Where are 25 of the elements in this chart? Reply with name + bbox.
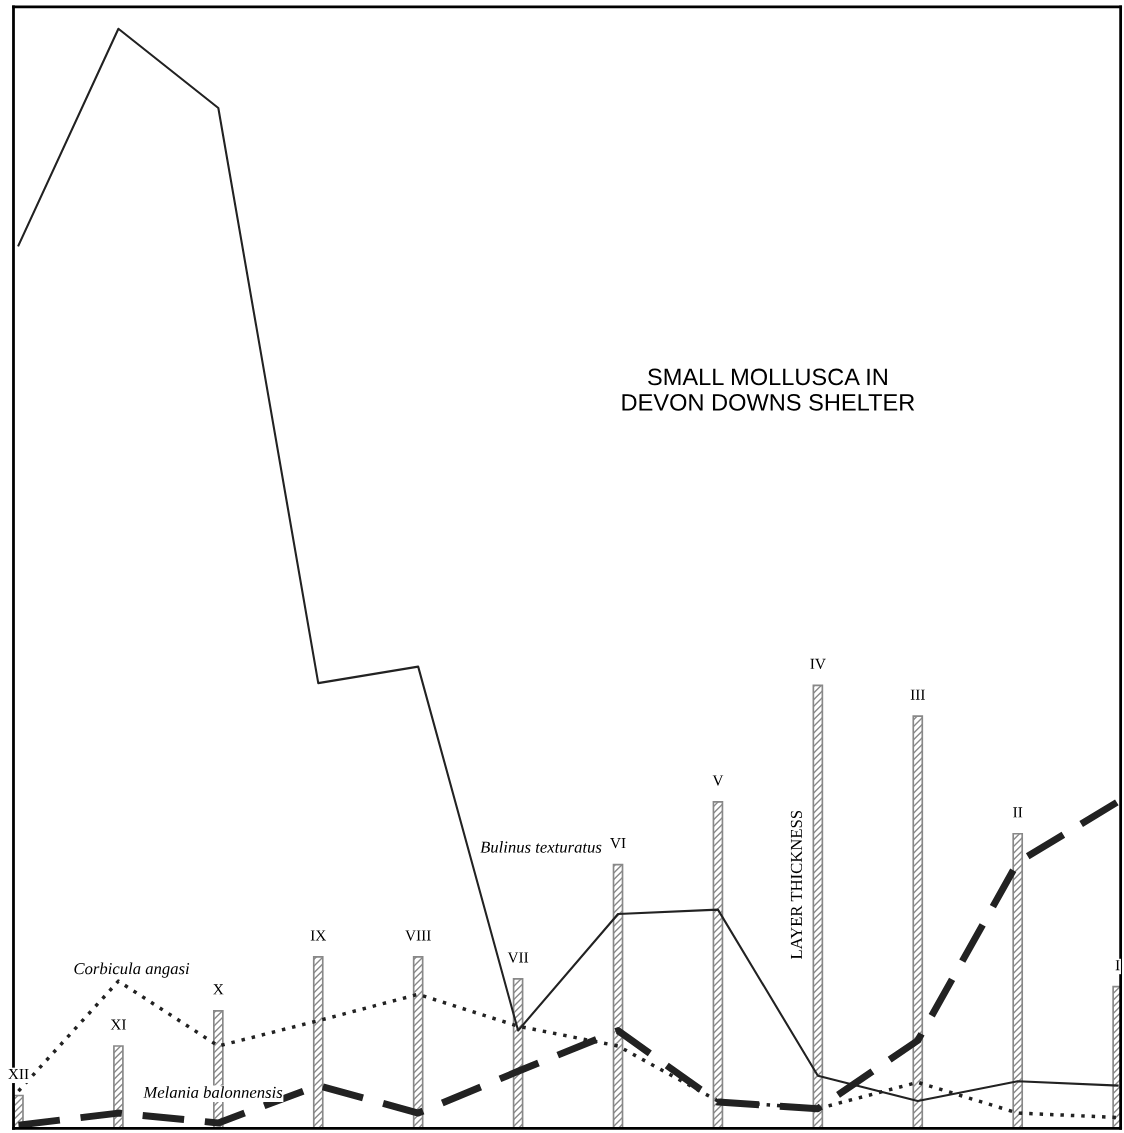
- bar: [812, 684, 824, 1129]
- bar: [113, 1045, 124, 1129]
- x-tick-label: X: [213, 984, 224, 995]
- bar: [312, 956, 324, 1129]
- text: SMALL MOLLUSCA IN DEVON DOWNS SHELTER: [622, 368, 915, 411]
- x-tick-label: III: [910, 689, 925, 700]
- x-tick-label: XII: [8, 1069, 29, 1080]
- series-label: Corbicula angasi: [74, 962, 190, 978]
- x-tick-label: XI: [110, 1019, 126, 1030]
- bar: [612, 863, 624, 1129]
- x-tick-label: V: [712, 775, 724, 786]
- text: LAYER THICKNESS: [790, 810, 803, 960]
- x-tick-label: VI: [610, 838, 626, 849]
- bar: [1012, 832, 1024, 1129]
- x-tick-label: I: [1115, 960, 1120, 971]
- series-label: Bulinus texturatus: [480, 841, 602, 853]
- x-tick-label: VIII: [405, 930, 431, 941]
- series-label: Melania balonnensis: [143, 1086, 283, 1099]
- x-tick-label: IX: [310, 930, 327, 941]
- bar: [912, 715, 924, 1129]
- bar: [712, 801, 724, 1129]
- x-tick-label: VII: [507, 952, 529, 963]
- bar: [412, 956, 424, 1129]
- x-tick-label: II: [1013, 807, 1023, 818]
- x-tick-label: IV: [810, 658, 826, 670]
